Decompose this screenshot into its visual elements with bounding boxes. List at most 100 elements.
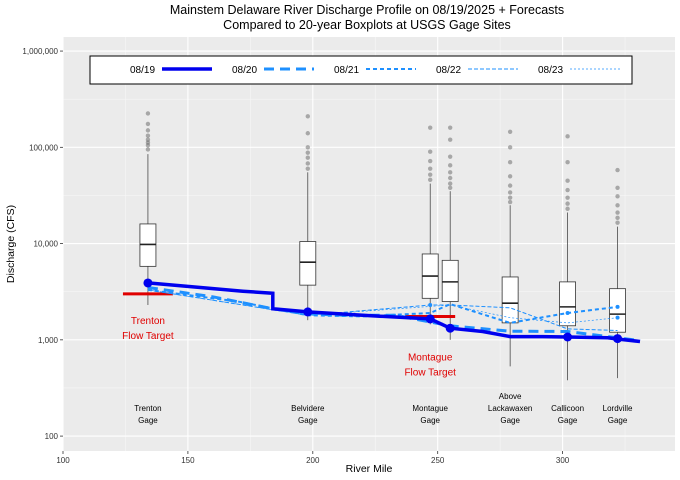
box-outlier [305,131,310,136]
box-outlier [145,128,151,133]
box-iqr [441,259,459,302]
box-outlier [428,125,433,130]
box-outlier [428,158,433,164]
box-outlier [507,174,513,179]
y-tick-label: 100,000 [29,143,58,152]
box-outlier [507,190,513,195]
legend-label: 08/22 [436,65,461,76]
site-label: Lordville [603,404,633,413]
site-label: Gage [608,416,628,425]
box-outlier [507,145,513,150]
series-marker [615,304,620,309]
x-axis-ticks: 100 150 200 250 300 [56,451,570,465]
box-outlier [145,140,151,145]
y-axis-ticks: 100 1,000 10,000 100,000 1,000,000 [22,47,63,441]
series-marker [563,332,573,342]
legend-label: 08/21 [334,65,359,76]
box-outlier [565,206,570,211]
box-iqr [609,288,626,333]
box-outlier [428,172,433,177]
box-outlier [305,155,310,160]
box-outlier [145,133,151,138]
box-outlier [565,160,570,165]
site-label: Trenton [134,404,161,413]
box-outlier [615,210,620,215]
box-outlier [615,215,620,221]
site-label: Montague [412,404,448,413]
series-marker [143,278,153,288]
box-outlier [145,121,151,127]
box-outlier [447,181,453,186]
box-outlier [447,185,453,190]
box-outlier [507,183,513,188]
box-outlier [565,187,570,193]
box-outlier [507,199,513,205]
box-outlier [565,195,570,200]
y-axis-label: Discharge (CFS) [5,205,17,283]
box-outlier [428,149,433,154]
flow-target-label: Trenton [131,316,165,327]
box-outlier [305,166,310,171]
chart-title-line2: Compared to 20-year Boxplots at USGS Gag… [223,18,511,32]
site-label: Gage [558,416,578,425]
site-label: Gage [500,416,520,425]
site-label: Lackawaxen [488,404,532,413]
box-outlier [565,178,570,183]
box-iqr [559,281,576,327]
box-outlier [145,137,151,142]
box-outlier [565,134,570,139]
forecast-lines [143,278,641,344]
y-tick-label: 1,000 [38,336,59,345]
flow-target-label: Flow Target [404,367,456,378]
box-outlier [305,150,310,155]
series-marker [425,314,435,324]
site-label: Gage [298,416,318,425]
box-outlier [447,163,453,168]
gridlines [62,37,675,451]
flow-target-label: Montague [408,352,453,363]
series-marker [613,334,623,344]
box-outlier [615,203,620,208]
boxplots [139,111,626,381]
y-tick-label: 10,000 [34,240,59,249]
box-outlier [305,161,310,166]
flow-target-label: Flow Target [122,331,174,342]
series-marker [303,307,313,317]
box-outlier [507,195,513,200]
y-tick-label: 1,000,000 [22,47,58,56]
box-outlier [447,175,453,181]
x-tick-label: 100 [56,456,70,465]
site-label: Gage [138,416,158,425]
series-marker [565,311,570,316]
box-outlier [507,129,513,134]
box-outlier [615,185,620,190]
box-outlier [447,125,453,130]
series-line [147,289,618,324]
series-marker [615,315,620,320]
series-marker [428,303,433,308]
box-outlier [145,143,151,148]
site-labels: Trenton Gage Belvidere Gage Montague Gage Abov… [134,392,633,425]
legend-label: 08/19 [130,65,155,76]
x-axis-label: River Mile [346,463,393,475]
x-tick-label: 150 [181,456,195,465]
box-outlier [565,201,570,206]
x-tick-label: 250 [431,456,445,465]
box-outlier [145,147,151,152]
box-iqr [299,241,317,286]
box-outlier [145,111,151,116]
box-outlier [615,167,620,173]
box-outlier [447,170,453,175]
box-outlier [615,220,620,225]
box-outlier [447,137,453,142]
x-tick-label: 200 [306,456,320,465]
box-outlier [615,194,620,199]
box-outlier [507,160,513,165]
box-outlier [305,114,310,119]
box-outlier [428,166,433,171]
box-outlier [428,177,433,182]
site-label: Above [499,392,522,401]
site-label: Callicoon [551,404,584,413]
chart-title-line1: Mainstem Delaware River Discharge Profil… [170,3,564,17]
